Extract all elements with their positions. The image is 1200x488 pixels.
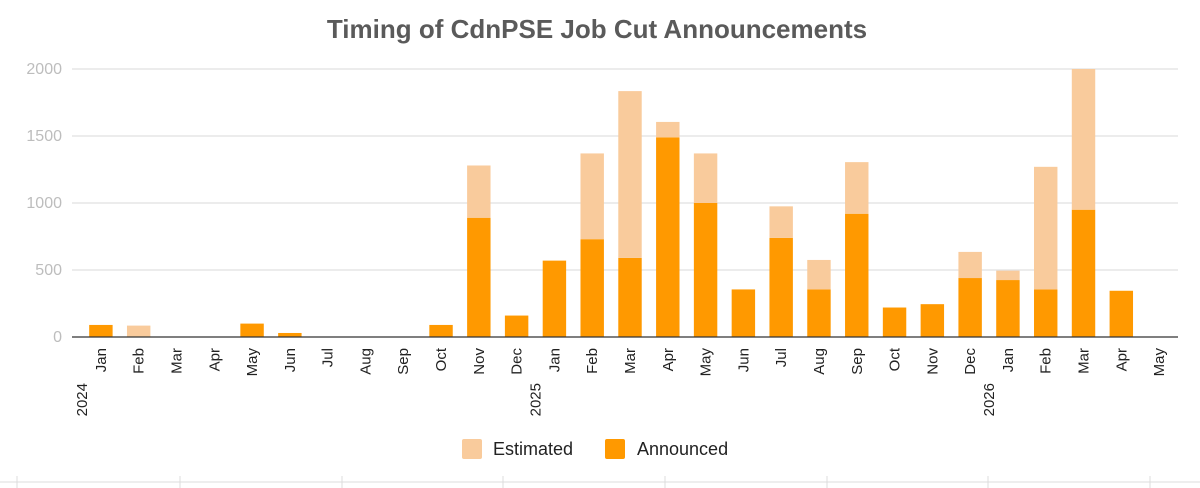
y-tick-label: 1500 — [26, 128, 62, 145]
x-tick-label: Apr — [660, 348, 677, 371]
x-tick-label: Dec — [962, 348, 979, 375]
x-tick-label: May — [244, 348, 261, 377]
bar-announced — [504, 315, 529, 337]
x-tick-label: Dec — [509, 348, 526, 375]
year-label: 2024 — [74, 383, 91, 416]
x-axis-ticks: Jan Feb Mar Apr May Jun Jul Aug Sep Oct Nov Dec Jan F… — [74, 347, 1168, 416]
x-tick-label: Mar — [168, 348, 185, 374]
x-tick-label: Jun — [735, 348, 752, 372]
x-tick-label: Jul — [773, 348, 790, 367]
x-tick-label: Jul — [320, 348, 337, 367]
x-tick-label: Aug — [811, 348, 828, 375]
bar-estimated — [126, 325, 151, 337]
year-label: 2025 — [527, 383, 544, 416]
bar-announced — [958, 278, 982, 337]
x-tick-label: May — [1151, 348, 1168, 377]
bar-announced — [996, 280, 1020, 337]
bar-announced — [845, 213, 869, 337]
x-tick-label: Sep — [395, 348, 412, 375]
legend-swatch-estimated — [462, 439, 482, 459]
x-tick-label: Feb — [584, 348, 601, 374]
bar-estimated — [958, 251, 982, 279]
x-tick-label: Oct — [887, 347, 904, 371]
bar-announced — [467, 217, 491, 337]
bar-estimated — [1071, 69, 1096, 210]
legend-swatch-announced — [605, 439, 625, 459]
bar-announced — [882, 307, 907, 337]
x-tick-label: Mar — [622, 348, 639, 374]
bar-estimated — [580, 153, 604, 240]
x-tick-label: Jan — [93, 348, 110, 372]
bar-announced — [693, 203, 718, 337]
bar-announced — [920, 304, 945, 337]
bar-estimated — [807, 259, 831, 290]
x-tick-label: May — [698, 348, 715, 377]
x-tick-label: Jun — [282, 348, 299, 372]
bar-announced — [278, 332, 302, 337]
bar-announced — [429, 324, 453, 337]
bar-announced — [89, 324, 113, 337]
x-tick-label: Sep — [849, 348, 866, 375]
y-tick-label: 500 — [35, 262, 62, 279]
bar-estimated — [656, 121, 680, 138]
x-tick-label: Nov — [471, 348, 488, 375]
bar-estimated — [769, 206, 793, 238]
y-tick-label: 2000 — [26, 61, 62, 78]
bar-announced — [542, 260, 567, 337]
bar-announced — [618, 257, 642, 337]
bars — [89, 69, 1134, 337]
x-tick-label: Aug — [357, 348, 374, 375]
bar-announced — [1071, 209, 1096, 337]
x-tick-label: Nov — [924, 348, 941, 375]
bar-announced — [240, 323, 264, 337]
y-axis-ticks: 0 500 1000 1500 2000 — [26, 61, 62, 346]
bar-estimated — [1034, 166, 1058, 290]
x-tick-label: Apr — [206, 348, 223, 371]
year-label: 2026 — [981, 383, 998, 416]
bar-estimated — [693, 153, 718, 203]
bottom-divider — [0, 476, 1200, 488]
x-tick-label: Jan — [546, 348, 563, 372]
x-tick-label: Apr — [1113, 348, 1130, 371]
bar-announced — [1034, 289, 1058, 337]
chart-title: Timing of CdnPSE Job Cut Announcements — [327, 14, 867, 44]
bar-announced — [580, 239, 604, 337]
bar-announced — [656, 137, 680, 337]
bar-announced — [731, 289, 756, 337]
y-tick-label: 0 — [53, 329, 62, 346]
legend: Estimated Announced — [462, 439, 728, 459]
bar-estimated — [618, 91, 642, 258]
bar-estimated — [845, 162, 869, 214]
x-tick-label: Jan — [1000, 348, 1017, 372]
bar-announced — [807, 289, 831, 337]
legend-label-estimated: Estimated — [493, 439, 573, 459]
x-tick-label: Feb — [131, 348, 148, 374]
x-tick-label: Feb — [1038, 348, 1055, 374]
bar-announced — [769, 237, 793, 337]
y-tick-label: 1000 — [26, 195, 62, 212]
x-tick-label: Mar — [1076, 348, 1093, 374]
bar-estimated — [467, 165, 491, 218]
bar-announced — [1109, 290, 1134, 337]
legend-label-announced: Announced — [637, 439, 728, 459]
bar-estimated — [996, 270, 1020, 281]
x-tick-label: Oct — [433, 347, 450, 371]
